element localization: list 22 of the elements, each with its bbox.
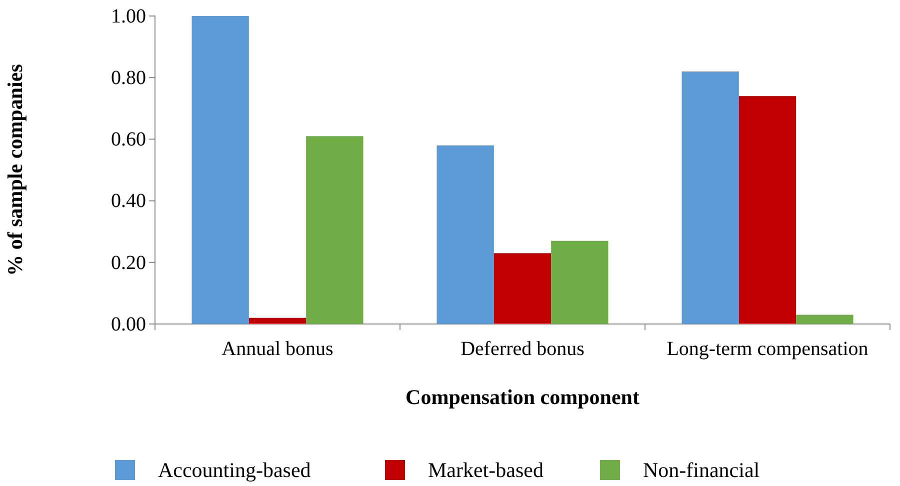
legend-label: Non-financial [643,458,760,482]
bar [306,136,364,324]
legend-label: Market-based [428,458,544,482]
legend-label: Accounting-based [158,458,312,482]
y-tick-label: 0.20 [111,252,146,274]
y-tick-label: 0.40 [111,190,146,212]
x-tick-label: Deferred bonus [460,338,585,360]
y-axis-title: % of sample companies [3,64,27,276]
y-tick-label: 0.60 [111,128,146,151]
bar [682,71,739,324]
bar [436,145,494,324]
bar [551,240,608,324]
bar [796,314,854,324]
bar [192,16,249,324]
x-tick-label: Annual bonus [222,338,334,360]
y-tick-label: 0.80 [111,67,146,89]
bar [738,96,796,324]
x-axis-title: Compensation component [406,385,640,409]
x-tick-label: Long-term compensation [666,338,868,360]
y-tick-label: 1.00 [111,5,146,28]
y-tick-label: 0.00 [111,313,146,336]
bar [494,253,552,324]
